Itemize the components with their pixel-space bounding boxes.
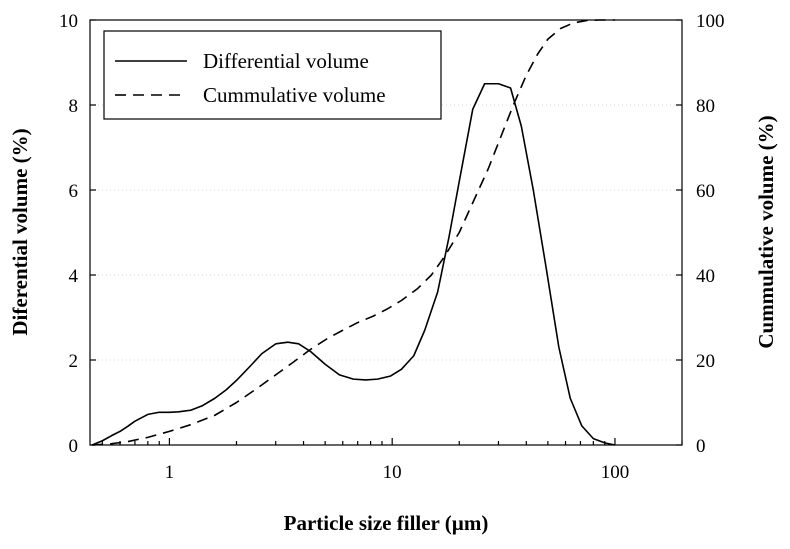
series-line-cumulative-volume (92, 19, 615, 446)
y-right-tick-label: 100 (696, 11, 725, 32)
x-tick-label: 100 (601, 462, 630, 483)
y-right-tick-label: 0 (696, 436, 706, 457)
y-left-axis-title: Diferential volume (%) (8, 128, 32, 335)
legend-label-differential: Differential volume (203, 49, 369, 73)
y-left-tick-label: 0 (69, 436, 79, 457)
y-left-tick-label: 8 (69, 96, 79, 117)
gridlines (90, 104, 682, 361)
legend-label-cumulative: Cummulative volume (203, 83, 386, 107)
y-left-tick-label: 10 (59, 11, 78, 32)
y-right-tick-label: 20 (696, 351, 715, 372)
series-line-differential-volume (91, 82, 616, 446)
x-axis-title: Particle size filler (µm) (284, 511, 489, 535)
y-right-tick-label: 60 (696, 181, 715, 202)
y-right-tick-label: 40 (696, 266, 715, 287)
y-right-axis-title: Cummulative volume (%) (754, 115, 778, 348)
y-left-tick-label: 6 (69, 181, 79, 202)
legend-box (103, 30, 442, 120)
series-layer (91, 19, 616, 446)
x-tick-label: 10 (383, 462, 402, 483)
x-tick-label: 1 (165, 462, 175, 483)
y-left-tick-label: 2 (69, 351, 79, 372)
y-left-tick-label: 4 (69, 266, 79, 287)
legend: Differential volume Cummulative volume (103, 30, 442, 120)
y-right-tick-label: 80 (696, 96, 715, 117)
plot-frame (89, 19, 683, 446)
